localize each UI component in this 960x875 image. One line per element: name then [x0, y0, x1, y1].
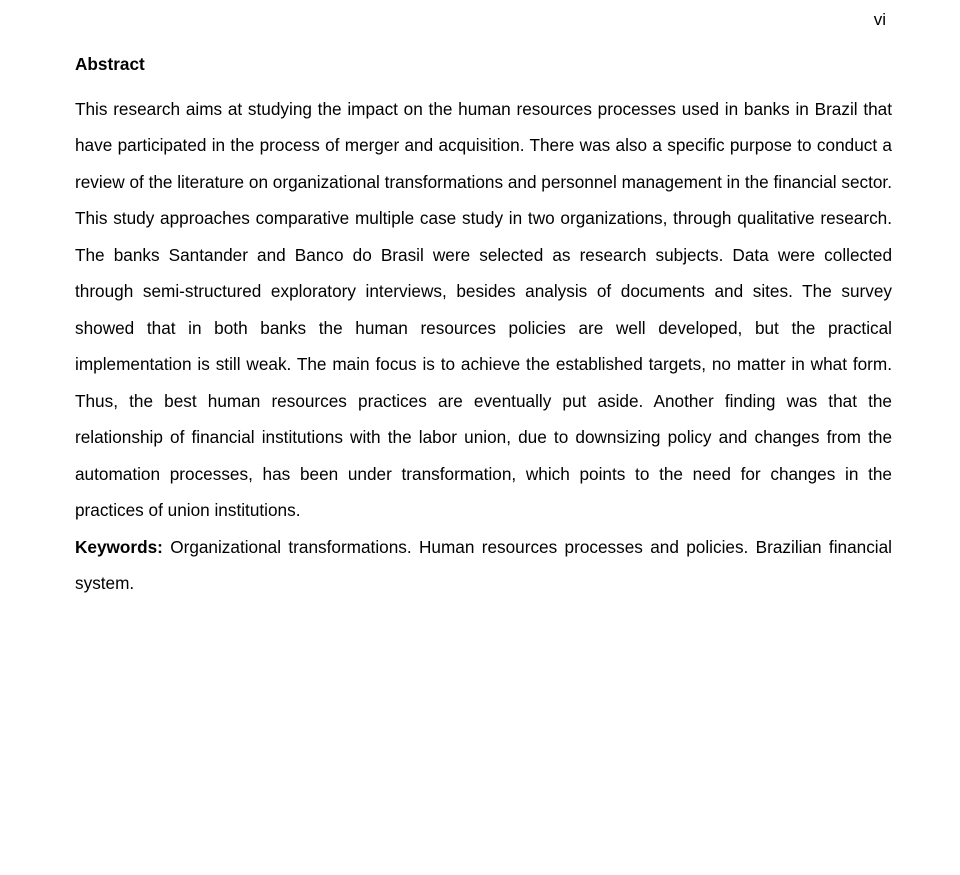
abstract-heading: Abstract [75, 54, 892, 75]
keywords-label: Keywords: [75, 537, 163, 557]
abstract-body: This research aims at studying the impac… [75, 91, 892, 602]
keywords-text: Organizational transformations. Human re… [75, 537, 892, 593]
document-page: vi Abstract This research aims at studyi… [0, 0, 960, 602]
page-number: vi [75, 10, 892, 30]
abstract-text: This research aims at studying the impac… [75, 99, 892, 520]
